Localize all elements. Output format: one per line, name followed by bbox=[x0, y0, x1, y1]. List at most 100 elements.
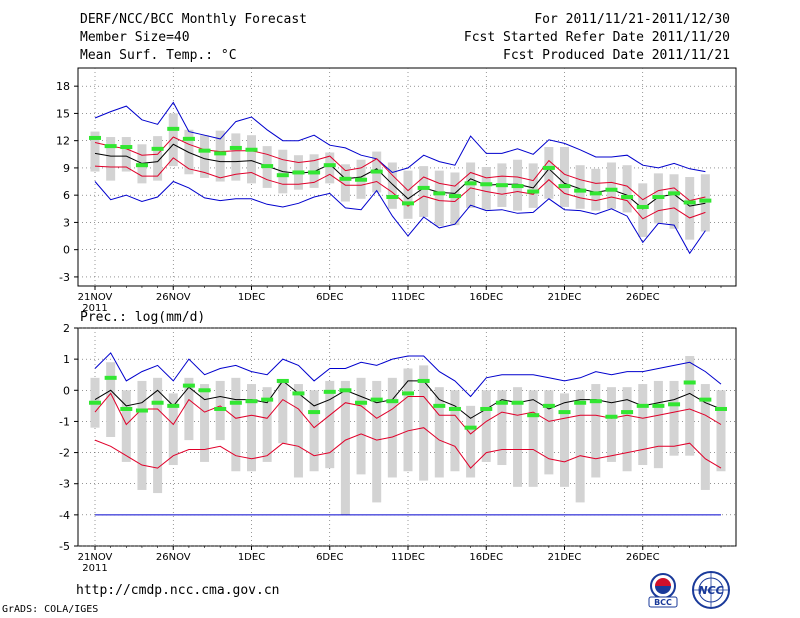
prec-obs-marker bbox=[89, 400, 101, 405]
prec-obs-marker bbox=[605, 414, 618, 419]
temp-p-hi-line bbox=[94, 136, 706, 202]
prec-obs-marker bbox=[214, 406, 227, 411]
prec-spread-box bbox=[231, 377, 241, 472]
prec-p-lo-line bbox=[94, 427, 722, 469]
prec-obs-marker bbox=[104, 375, 117, 380]
prec-spread-box bbox=[372, 380, 382, 503]
prec-spread-box bbox=[669, 380, 679, 456]
prec-obs-marker bbox=[527, 413, 540, 418]
temp-obs-marker bbox=[370, 169, 383, 174]
prec-obs-marker bbox=[433, 403, 446, 408]
prec-obs-marker bbox=[386, 399, 399, 404]
temp-max-line bbox=[94, 101, 706, 174]
prec-spread-box bbox=[121, 390, 131, 462]
prec-obs-marker bbox=[715, 406, 727, 411]
prec-spread-box bbox=[137, 380, 147, 490]
prec-obs-marker bbox=[135, 408, 148, 413]
prec-obs-marker bbox=[167, 403, 180, 408]
prec-y-tick-label: -3 bbox=[59, 478, 70, 491]
prec-spread-box bbox=[106, 362, 116, 437]
prec-spread-box bbox=[200, 384, 210, 462]
temp-obs-marker bbox=[308, 170, 321, 175]
prec-spread-box bbox=[387, 377, 397, 478]
prec-spread-box bbox=[466, 405, 476, 478]
prec-obs-marker bbox=[636, 403, 649, 408]
prec-mean-line bbox=[94, 380, 722, 419]
prec-y-tick-label: -2 bbox=[59, 447, 70, 460]
temp-x-tick-label: 26DEC bbox=[626, 292, 660, 303]
temp-spread-box bbox=[215, 130, 225, 182]
prec-y-tick-label: 1 bbox=[63, 353, 70, 366]
temp-obs-marker bbox=[198, 148, 211, 153]
prec-x-tick-label: 21DEC bbox=[548, 552, 582, 563]
prec-spread-box bbox=[356, 377, 366, 475]
temp-obs-marker bbox=[480, 182, 493, 187]
source-url[interactable]: http://cmdp.ncc.cma.gov.cn bbox=[76, 583, 280, 598]
temp-obs-marker bbox=[276, 173, 289, 178]
temp-spread-box bbox=[200, 135, 210, 178]
temp-min-line bbox=[94, 180, 706, 255]
temp-panel-title: Mean Surf. Temp.: °C bbox=[80, 48, 237, 63]
prec-obs-marker bbox=[589, 399, 602, 404]
prec-obs-marker bbox=[182, 383, 195, 388]
temp-obs-marker bbox=[417, 185, 430, 190]
prec-spread-box bbox=[685, 356, 695, 456]
prec-spread-box bbox=[309, 390, 319, 472]
temp-obs-marker bbox=[683, 200, 696, 205]
prec-obs-marker bbox=[370, 397, 383, 402]
prec-spread-box bbox=[544, 390, 554, 475]
prec-spread-box bbox=[278, 380, 288, 444]
prec-obs-marker bbox=[558, 410, 571, 415]
prec-obs-marker bbox=[402, 391, 414, 396]
temp-spread-box bbox=[121, 137, 131, 172]
temp-obs-marker bbox=[636, 204, 649, 209]
temp-obs-marker bbox=[339, 176, 352, 181]
prec-x-tick-label: 11DEC bbox=[391, 552, 425, 563]
prec-spread-box bbox=[434, 387, 444, 478]
prec-obs-marker bbox=[292, 391, 305, 396]
temp-spread-box bbox=[700, 174, 710, 232]
temp-obs-marker bbox=[621, 194, 634, 199]
prec-obs-marker bbox=[261, 397, 274, 402]
temp-obs-marker bbox=[261, 164, 274, 169]
prec-obs-marker bbox=[574, 400, 587, 405]
temp-y-tick-label: 15 bbox=[56, 107, 70, 120]
prec-spread-box bbox=[513, 387, 523, 487]
temp-y-tick-label: 12 bbox=[56, 135, 70, 148]
temp-p-lo-line bbox=[94, 157, 706, 220]
temp-obs-marker bbox=[229, 145, 242, 150]
prec-spread-box bbox=[481, 390, 491, 462]
bcc-logo-text: BCC bbox=[654, 598, 672, 607]
temp-obs-marker bbox=[292, 170, 305, 175]
temp-plot-frame bbox=[77, 67, 737, 287]
prec-obs-marker bbox=[542, 403, 555, 408]
temp-mean-line bbox=[94, 143, 706, 210]
temp-obs-marker bbox=[699, 198, 712, 203]
prec-x-tick-label: 1DEC bbox=[238, 552, 265, 563]
temp-spread-box bbox=[575, 165, 585, 209]
prec-y-tick-label: 0 bbox=[63, 384, 70, 397]
prec-obs-marker bbox=[480, 406, 493, 411]
temp-x-tick-label: 1DEC bbox=[238, 292, 265, 303]
temp-obs-marker bbox=[402, 201, 414, 206]
prec-obs-marker bbox=[699, 397, 712, 402]
prec-y-tick-label: -1 bbox=[59, 415, 70, 428]
prec-x-tick-label: 16DEC bbox=[469, 552, 503, 563]
temp-obs-marker bbox=[104, 144, 117, 149]
temp-obs-marker bbox=[89, 135, 101, 140]
temp-obs-marker bbox=[120, 145, 133, 150]
temp-spread-box bbox=[606, 162, 616, 209]
temp-x-tick-label: 26NOV bbox=[156, 292, 191, 303]
temp-obs-marker bbox=[433, 191, 446, 196]
temp-obs-marker bbox=[448, 194, 461, 199]
prec-spread-box bbox=[638, 384, 648, 466]
temp-spread-box bbox=[669, 174, 679, 229]
prec-spread-box bbox=[325, 380, 335, 469]
temp-spread-box bbox=[168, 113, 178, 167]
prec-spread-box bbox=[340, 380, 350, 515]
prec-spread-box bbox=[700, 384, 710, 490]
temp-obs-marker bbox=[589, 191, 602, 196]
